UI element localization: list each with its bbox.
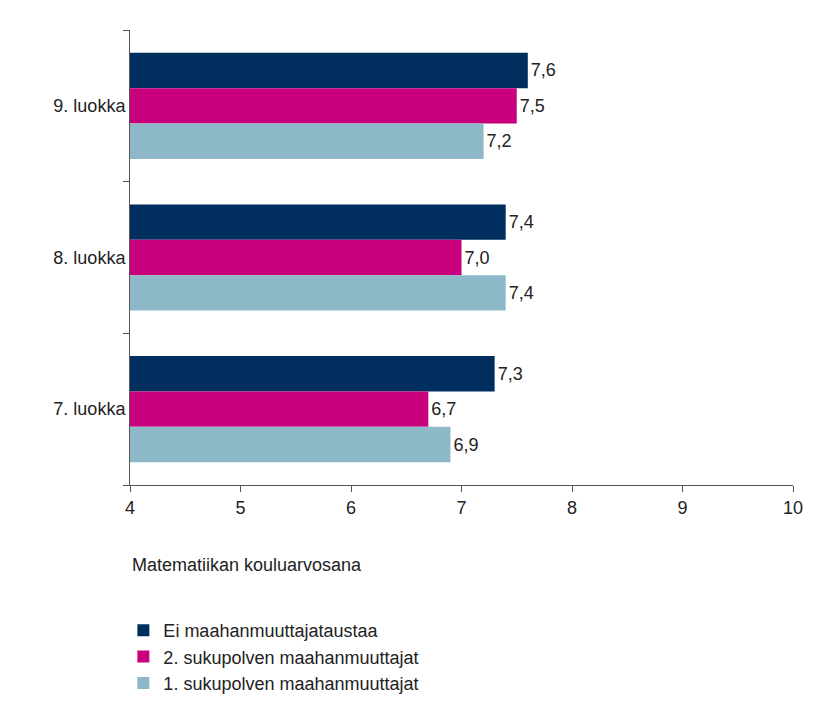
svg-text:6: 6	[346, 498, 356, 518]
svg-text:4: 4	[125, 498, 135, 518]
svg-text:7,5: 7,5	[520, 96, 545, 116]
svg-text:8. luokka: 8. luokka	[53, 248, 126, 268]
svg-text:7,6: 7,6	[531, 60, 556, 80]
svg-text:2. sukupolven maahanmuuttajat: 2. sukupolven maahanmuuttajat	[163, 648, 418, 668]
svg-text:7,0: 7,0	[465, 248, 490, 268]
svg-text:1. sukupolven maahanmuuttajat: 1. sukupolven maahanmuuttajat	[163, 674, 418, 694]
svg-text:10: 10	[783, 498, 803, 518]
svg-text:9: 9	[677, 498, 687, 518]
svg-text:7. luokka: 7. luokka	[53, 399, 126, 419]
svg-text:9. luokka: 9. luokka	[53, 96, 126, 116]
svg-text:8: 8	[567, 498, 577, 518]
svg-text:7,2: 7,2	[487, 131, 512, 151]
svg-text:6,9: 6,9	[453, 435, 478, 455]
svg-text:Ei maahanmuuttajataustaa: Ei maahanmuuttajataustaa	[163, 621, 378, 641]
svg-text:Matematiikan kouluarvosana: Matematiikan kouluarvosana	[132, 555, 362, 575]
svg-text:7,3: 7,3	[498, 364, 523, 384]
svg-text:7,4: 7,4	[509, 283, 534, 303]
svg-text:7: 7	[456, 498, 466, 518]
svg-text:7,4: 7,4	[509, 212, 534, 232]
svg-text:6,7: 6,7	[431, 399, 456, 419]
svg-text:5: 5	[235, 498, 245, 518]
